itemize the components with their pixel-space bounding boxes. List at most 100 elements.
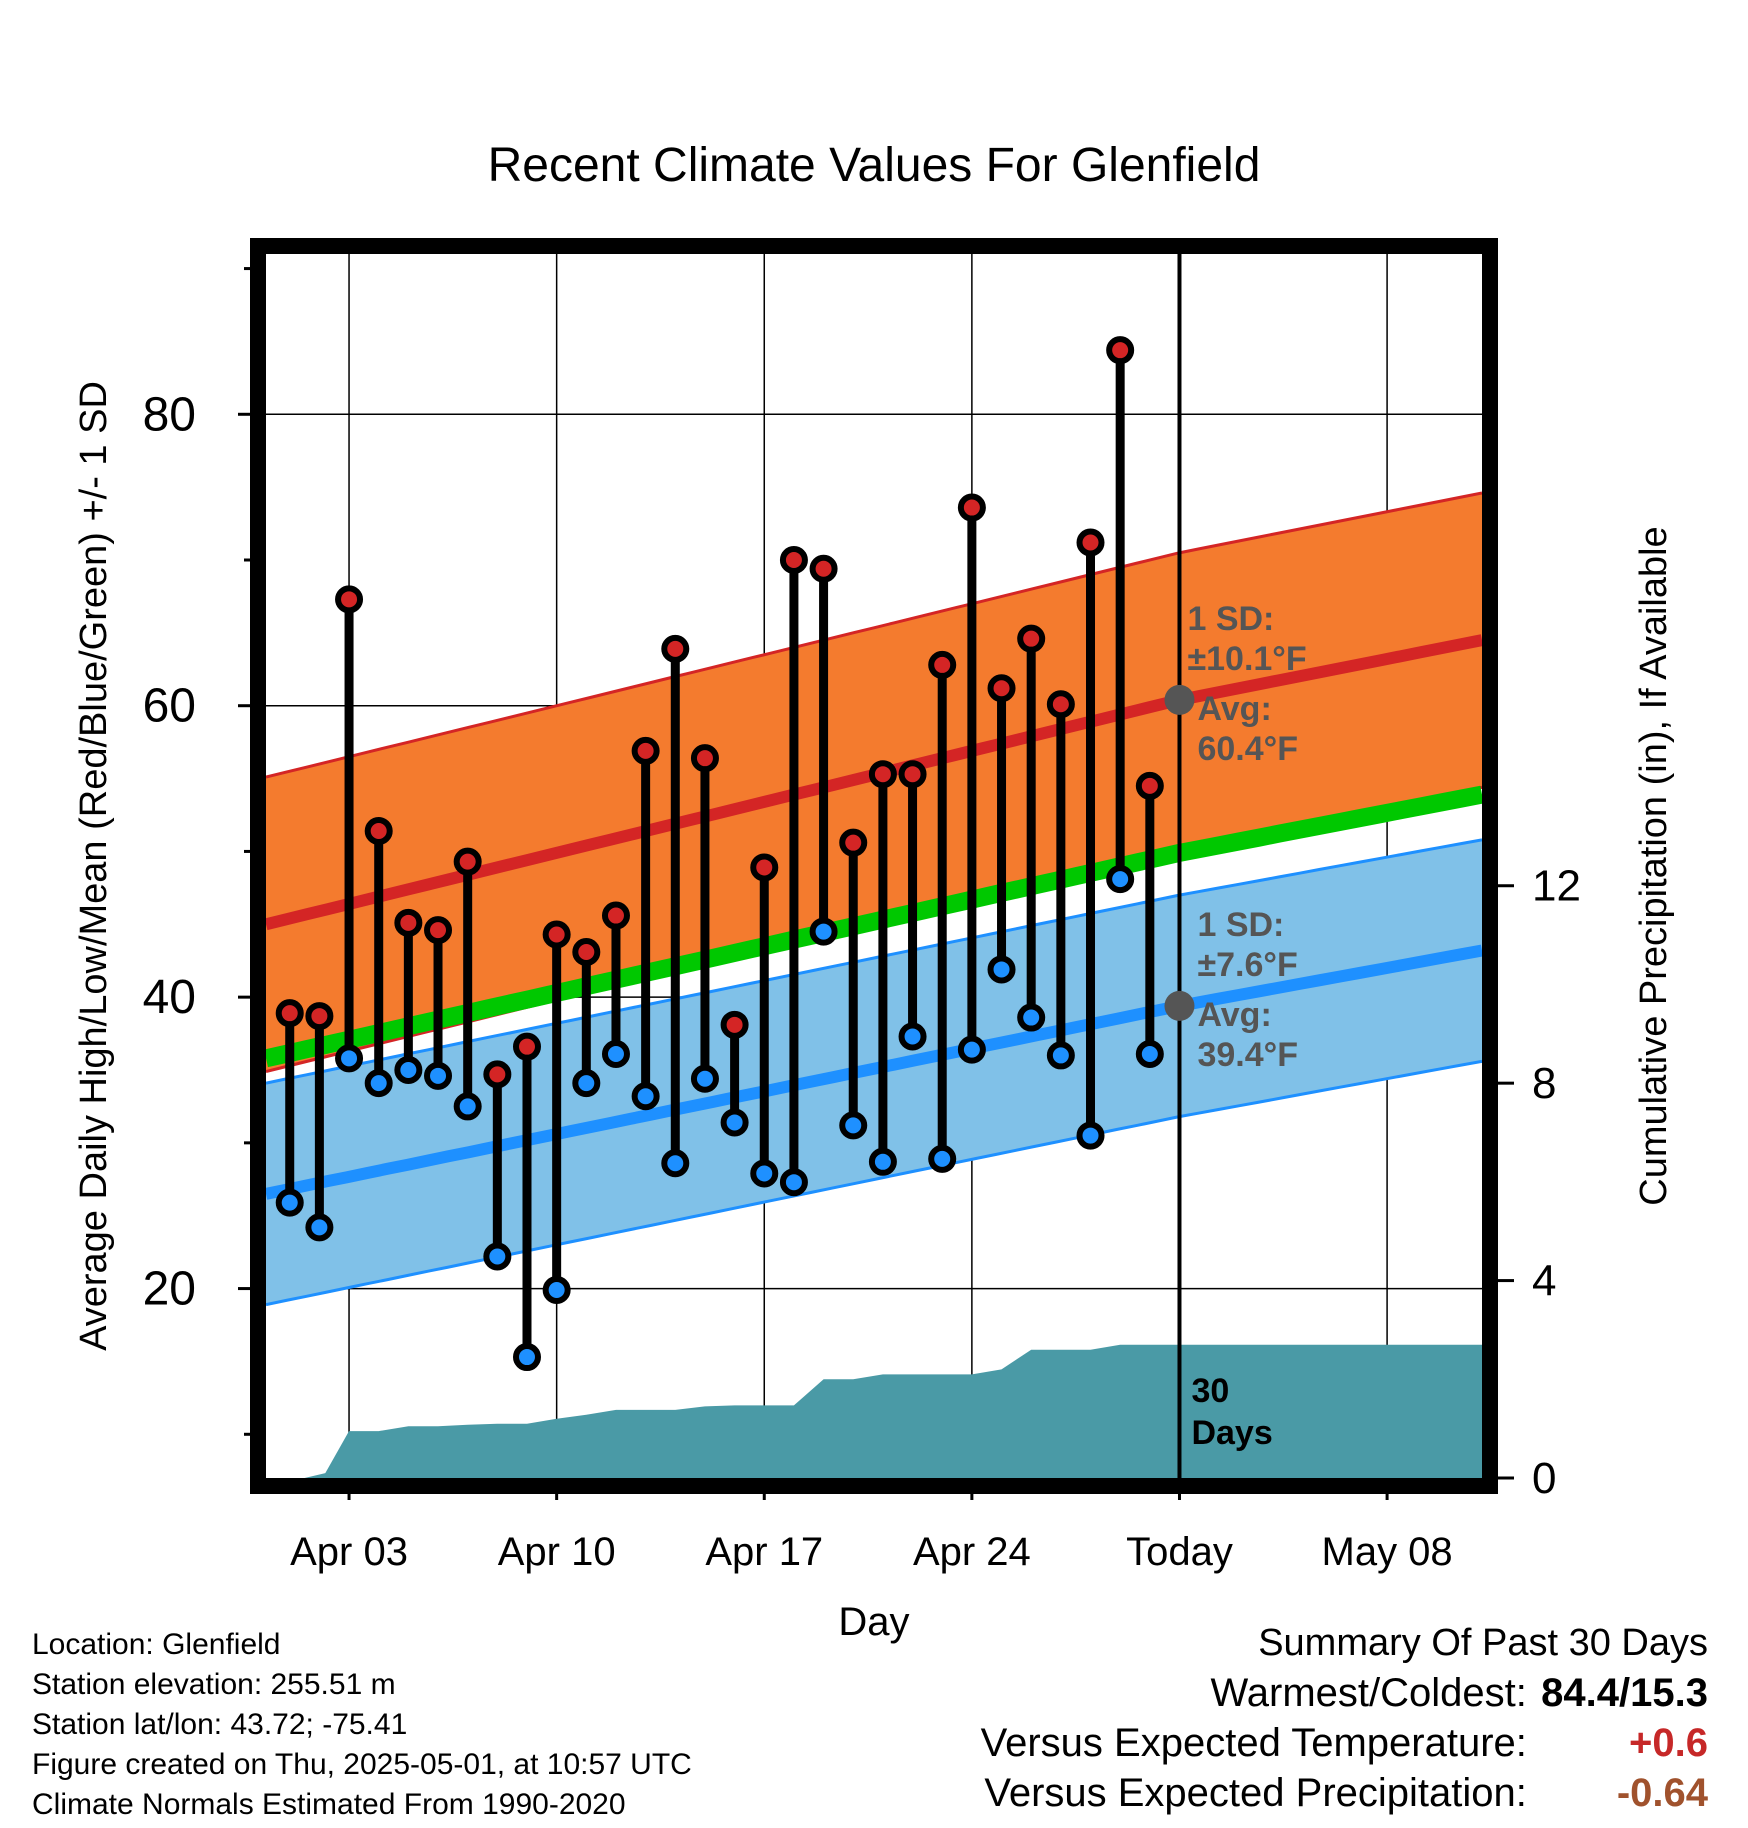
daily-low-point <box>394 1056 423 1084</box>
daily-high-point <box>483 1060 512 1089</box>
daily-low-point <box>275 1188 304 1217</box>
daily-low-point <box>779 1168 808 1197</box>
daily-high-point <box>1135 771 1164 800</box>
daily-low-point <box>661 1149 690 1178</box>
daily-high-point <box>750 853 779 882</box>
daily-low-point <box>928 1144 957 1173</box>
daily-high-point <box>631 736 660 765</box>
daily-low-point <box>1017 1003 1046 1032</box>
daily-high-point <box>542 920 571 949</box>
daily-low-point <box>305 1213 334 1242</box>
daily-high-point <box>898 760 927 789</box>
daily-low-point <box>364 1069 393 1098</box>
daily-high-point <box>1017 624 1046 653</box>
warmest-coldest-row: Warmest/Coldest: 84.4/15.3 <box>981 1668 1709 1718</box>
daily-low-point <box>987 955 1016 984</box>
normals-text: Climate Normals Estimated From 1990-2020 <box>32 1788 626 1821</box>
daily-high-point <box>601 901 630 930</box>
summary-heading: Summary Of Past 30 Days <box>1258 1622 1708 1664</box>
low-sd-annotation: 1 SD: ±7.6°F <box>1197 906 1297 984</box>
y-axis-label-right: Cumulative Precipitation (in), If Availa… <box>1633 526 1675 1205</box>
elevation-text: Station elevation: 255.51 m <box>32 1668 396 1701</box>
daily-low-point <box>631 1082 660 1111</box>
y-left-tick-label: 20 <box>143 1263 196 1316</box>
daily-low-point <box>868 1147 897 1176</box>
x-tick-label: Today <box>1126 1530 1233 1574</box>
warmest-coldest-label: Warmest/Coldest: <box>1210 1671 1527 1715</box>
daily-low-point <box>809 917 838 946</box>
y-right-tick-label: 0 <box>1532 1454 1556 1503</box>
x-tick-label: Apr 03 <box>290 1530 408 1574</box>
x-tick-label: Apr 10 <box>498 1530 616 1574</box>
daily-low-point <box>750 1159 779 1188</box>
y-left-tick-label: 40 <box>143 971 196 1024</box>
daily-high-point <box>364 817 393 846</box>
y-right-tick-label: 12 <box>1532 862 1581 911</box>
precip-anomaly-value: -0.64 <box>1616 1771 1708 1815</box>
daily-low-point <box>1046 1041 1075 1070</box>
precip-anomaly-row: Versus Expected Precipitation: -0.64 <box>981 1768 1708 1818</box>
high-avg-annotation: Avg: 60.4°F <box>1197 690 1298 768</box>
temp-anomaly-value: +0.6 <box>1629 1721 1708 1765</box>
normal-low-band-lower <box>266 1059 1482 1307</box>
daily-high-point <box>987 674 1016 703</box>
daily-high-point <box>572 937 601 966</box>
summary-panel: Summary Of Past 30 Days Warmest/Coldest:… <box>981 1618 1708 1818</box>
daily-low-point <box>483 1242 512 1271</box>
temp-anomaly-row: Versus Expected Temperature: +0.6 <box>981 1718 1708 1768</box>
daily-low-point <box>1076 1121 1105 1150</box>
station-info: Location: Glenfield Station elevation: 2… <box>32 1625 692 1825</box>
daily-low-point <box>1106 865 1135 894</box>
daily-low-point <box>1135 1039 1164 1068</box>
normal-low-line <box>266 944 1482 1200</box>
y-left-tick-label: 80 <box>143 388 196 441</box>
daily-high-point <box>424 916 453 945</box>
latlon-text: Station lat/lon: 43.72; -75.41 <box>32 1708 408 1741</box>
y-left-tick-label: 60 <box>143 680 196 733</box>
daily-high-point <box>1046 690 1075 719</box>
daily-low-point <box>839 1111 868 1140</box>
daily-low-point <box>572 1069 601 1098</box>
daily-high-point <box>1106 336 1135 365</box>
plot-frame <box>250 238 1498 1494</box>
daily-high-point <box>275 999 304 1028</box>
days-count-label: 30 Days <box>1191 1372 1272 1452</box>
y-axis-label-left: Average Daily High/Low/Mean (Red/Blue/Gr… <box>73 381 115 1351</box>
daily-low-point <box>720 1108 749 1137</box>
daily-high-point <box>720 1010 749 1039</box>
normal-low-today-marker <box>1164 990 1195 1021</box>
daily-high-point <box>335 585 364 614</box>
daily-low-point <box>690 1064 719 1093</box>
location-text: Location: Glenfield <box>32 1628 281 1661</box>
high-sd-annotation: 1 SD: ±10.1°F <box>1187 600 1306 678</box>
daily-high-point <box>690 744 719 773</box>
daily-high-point <box>957 493 986 522</box>
warmest-coldest-value: 84.4/15.3 <box>1541 1671 1708 1715</box>
y-right-tick-label: 4 <box>1532 1257 1556 1306</box>
daily-low-point <box>957 1035 986 1064</box>
daily-high-point <box>512 1032 541 1061</box>
daily-high-point <box>1076 528 1105 557</box>
x-tick-label: May 08 <box>1322 1530 1453 1574</box>
daily-high-point <box>661 634 690 663</box>
precip-anomaly-label: Versus Expected Precipitation: <box>984 1771 1527 1815</box>
daily-high-point <box>453 847 482 876</box>
daily-low-point <box>453 1092 482 1121</box>
daily-low-point <box>424 1061 453 1090</box>
daily-low-point <box>512 1343 541 1372</box>
normal-high-band-upper <box>266 491 1482 779</box>
low-avg-annotation: Avg: 39.4°F <box>1197 996 1298 1074</box>
daily-low-point <box>898 1022 927 1051</box>
daily-high-point <box>839 828 868 857</box>
daily-high-point <box>928 650 957 679</box>
x-tick-label: Apr 24 <box>913 1530 1031 1574</box>
daily-high-point <box>809 554 838 583</box>
temp-anomaly-label: Versus Expected Temperature: <box>980 1721 1527 1765</box>
daily-high-point <box>779 546 808 574</box>
precip-area <box>266 1344 1482 1478</box>
chart-title: Recent Climate Values For Glenfield <box>488 139 1261 192</box>
created-text: Figure created on Thu, 2025-05-01, at 10… <box>32 1748 692 1781</box>
x-axis-label: Day <box>838 1600 909 1644</box>
y-right-tick-label: 8 <box>1532 1059 1556 1108</box>
